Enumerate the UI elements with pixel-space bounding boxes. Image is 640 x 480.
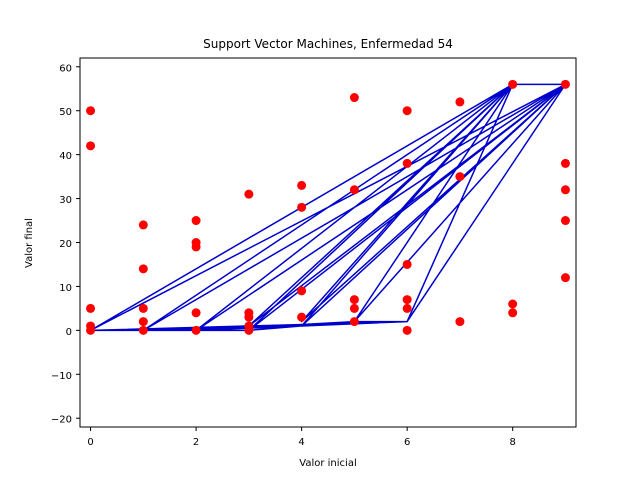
chart-title: Support Vector Machines, Enfermedad 54 [203, 37, 453, 51]
data-point [349, 303, 359, 313]
y-tick-label: 60 [59, 63, 72, 74]
x-tick-label: 8 [509, 437, 515, 448]
data-point [138, 264, 148, 274]
data-point [560, 273, 570, 283]
data-point [402, 325, 412, 335]
y-tick-label: 10 [59, 283, 72, 294]
data-point [402, 295, 412, 305]
data-point [138, 220, 148, 230]
data-point [560, 79, 570, 89]
data-point [402, 106, 412, 116]
y-tick-label: 20 [59, 239, 72, 250]
data-point [508, 299, 518, 309]
x-tick-label: 4 [298, 437, 304, 448]
data-point [297, 202, 307, 212]
y-tick-label: 40 [59, 151, 72, 162]
y-tick-label: −20 [51, 415, 72, 426]
data-point [508, 308, 518, 318]
data-point [455, 172, 465, 182]
data-point [191, 216, 201, 226]
y-tick-label: 0 [66, 327, 72, 338]
data-point [191, 308, 201, 318]
data-point [349, 93, 359, 103]
data-point [244, 189, 254, 199]
data-point [349, 317, 359, 327]
data-point [191, 242, 201, 252]
x-tick-label: 0 [87, 437, 93, 448]
data-point [455, 97, 465, 107]
data-point [297, 180, 307, 190]
data-point [402, 259, 412, 269]
data-point [138, 317, 148, 327]
data-point [560, 185, 570, 195]
data-point [244, 325, 254, 335]
points-layer [86, 79, 570, 335]
data-point [86, 106, 96, 116]
x-axis-label: Valor inicial [299, 458, 356, 469]
data-point [349, 185, 359, 195]
data-point [402, 303, 412, 313]
data-point [560, 216, 570, 226]
data-point [349, 295, 359, 305]
data-point [508, 79, 518, 89]
data-point [86, 325, 96, 335]
data-point [138, 325, 148, 335]
x-axis: 0 2 4 6 8 [87, 427, 516, 448]
data-point [560, 158, 570, 168]
x-tick-label: 2 [193, 437, 199, 448]
data-point [402, 158, 412, 168]
x-tick-label: 6 [404, 437, 410, 448]
data-point [297, 312, 307, 322]
y-axis: −20 −10 0 10 20 30 40 50 60 [51, 63, 80, 426]
data-point [455, 317, 465, 327]
data-point [244, 312, 254, 322]
y-axis-label: Valor final [24, 218, 35, 268]
data-point [297, 286, 307, 296]
y-tick-label: 50 [59, 107, 72, 118]
y-tick-label: −10 [51, 371, 72, 382]
y-tick-label: 30 [59, 195, 72, 206]
data-point [191, 325, 201, 335]
data-point [138, 303, 148, 313]
data-point [86, 303, 96, 313]
data-point [86, 141, 96, 151]
